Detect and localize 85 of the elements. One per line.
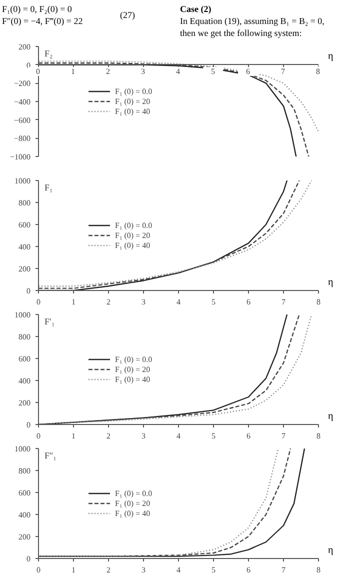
y-axis-title: F″₁: [44, 450, 56, 460]
legend-label: F₁ (0) = 20: [115, 364, 150, 374]
x-tick-label: 0: [36, 566, 40, 574]
y-tick-label: 800: [18, 332, 30, 342]
text: Case (2): [180, 4, 212, 14]
legend-label: F₁ (0) = 40: [115, 374, 150, 384]
legend-label: F₁ (0) = 0.0: [115, 86, 152, 96]
y-tick-label: −200: [14, 79, 31, 88]
x-tick-label: 5: [212, 432, 216, 440]
x-tick-label: 2: [106, 432, 110, 440]
y-tick-label: 600: [18, 220, 30, 230]
x-tick-label: 5: [212, 566, 216, 574]
x-tick-label: 7: [273, 67, 293, 76]
x-tick-label: 0: [36, 432, 40, 440]
legend-label: F₁ (0) = 20: [115, 96, 150, 106]
x-tick-label: 2: [98, 67, 118, 76]
y-tick-label: 600: [18, 488, 30, 498]
y-tick-label: 1000: [14, 310, 30, 320]
legend-label: F₁ (0) = 40: [115, 508, 150, 518]
x-tick-label: 5: [212, 298, 216, 306]
x-tick-label: 1: [72, 432, 76, 440]
x-tick-label: 6: [246, 566, 250, 574]
x-tick-label: 7: [282, 566, 286, 574]
x-tick-label: 0: [36, 67, 40, 76]
x-tick-label: 4: [176, 566, 180, 574]
x-tick-label: 2: [106, 566, 110, 574]
x-tick-label: 8: [316, 566, 320, 574]
legend-label: F₁ (0) = 20: [115, 230, 150, 240]
y-tick-label: −400: [14, 98, 31, 106]
x-tick-label: 8: [316, 298, 320, 306]
x-tick-label: 4: [176, 432, 180, 440]
x-tick-label: 0: [36, 298, 40, 306]
x-tick-label: 3: [142, 566, 146, 574]
x-tick-label: 4: [168, 67, 188, 76]
y-tick-label: 400: [18, 242, 30, 252]
legend-label: F₁ (0) = 0.0: [115, 220, 152, 230]
text: F″(0) = −4, F‴(0) = 22: [2, 16, 83, 26]
y-axis-title: F₂: [44, 48, 53, 58]
y-tick-label: 200: [18, 398, 30, 408]
x-tick-label: 2: [106, 298, 110, 306]
y-tick-label: −1000: [10, 152, 31, 162]
x-tick-label: 3: [133, 67, 153, 76]
y-tick-label: 200: [18, 264, 30, 274]
x-axis-title: η: [328, 50, 334, 64]
x-axis-title: η: [328, 410, 334, 424]
y-tick-label: 400: [18, 376, 30, 386]
y-tick-label: 800: [18, 466, 30, 476]
line-series: [38, 60, 318, 132]
x-axis-title: η: [328, 544, 334, 558]
legend-label: F₁ (0) = 40: [115, 106, 150, 116]
y-tick-label: 0: [26, 554, 30, 564]
x-tick-label: 8: [308, 67, 328, 76]
x-tick-label: 3: [142, 298, 146, 306]
y-tick-label: −800: [14, 134, 31, 144]
y-tick-label: 800: [18, 198, 30, 208]
x-tick-label: 7: [282, 432, 286, 440]
x-tick-label: 4: [176, 298, 180, 306]
legend-label: F₁ (0) = 0.0: [115, 354, 152, 364]
x-tick-label: 3: [142, 432, 146, 440]
text: (27): [120, 9, 136, 22]
text: In Equation (19), assuming B₁ = B₂ = 0, then we get the following system:: [180, 16, 324, 38]
y-tick-label: 0: [26, 420, 30, 430]
y-tick-label: 200: [18, 532, 30, 542]
y-tick-label: −600: [14, 116, 31, 125]
y-tick-label: 0: [26, 286, 30, 296]
x-tick-label: 7: [282, 298, 286, 306]
x-tick-label: 6: [246, 432, 250, 440]
y-tick-label: 400: [18, 510, 30, 520]
y-tick-label: 200: [18, 42, 30, 52]
x-tick-label: 5: [203, 67, 223, 76]
y-tick-label: 1000: [14, 176, 30, 186]
x-axis-title: η: [328, 276, 334, 290]
text: F₁(0) = 0, F₂(0) = 0: [2, 4, 72, 14]
y-tick-label: 1000: [14, 444, 30, 454]
y-axis-title: F′₁: [44, 316, 55, 326]
x-tick-label: 1: [72, 566, 76, 574]
x-tick-label: 6: [246, 298, 250, 306]
legend-label: F₁ (0) = 20: [115, 498, 150, 508]
y-axis-title: F₁: [44, 182, 53, 192]
legend-label: F₁ (0) = 0.0: [115, 488, 152, 498]
y-tick-label: 600: [18, 354, 30, 364]
x-tick-label: 1: [72, 298, 76, 306]
legend-label: F₁ (0) = 40: [115, 240, 150, 250]
x-tick-label: 1: [63, 67, 83, 76]
x-tick-label: 8: [316, 432, 320, 440]
